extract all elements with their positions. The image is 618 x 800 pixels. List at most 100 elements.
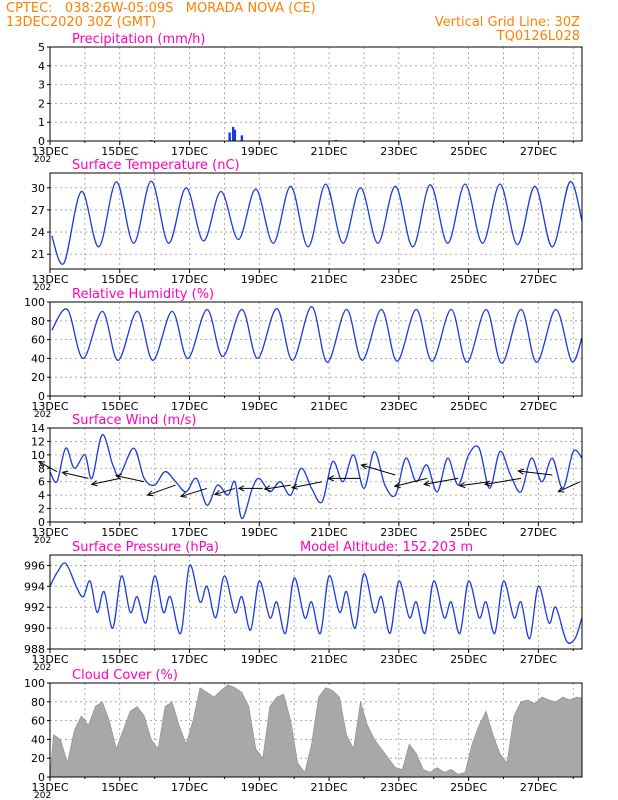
wind-arrow-head [213,490,221,496]
x-tick-label: 23DEC [380,653,417,666]
wind-arrow-shaft [180,487,208,497]
y-tick-label: 30 [31,182,45,195]
wind-arrow-head [290,483,299,490]
x-year-label-clipped: 202 [34,663,51,673]
x-tick-label: 25DEC [450,145,487,158]
wind-arrow-head [557,486,565,493]
x-tick-label: 19DEC [241,653,278,666]
pressure-series-line [49,562,583,644]
y-tick-label: 0 [38,516,45,529]
wind-arrow-shaft [264,484,291,490]
wind-arrow-shaft [518,470,553,476]
wind-arrow-shaft [361,464,396,476]
panel-rh: 0 20 40 60 80 100 13DEC 15DEC 17DEC 19DEC 21DEC 23D… [24,287,583,420]
x-tick-label: 15DEC [101,653,138,666]
panel-frame [49,554,583,650]
panel-pressure: 988 990 992 994 996 13DEC 15DEC 17DEC 19DEC 21DEC… [24,540,583,673]
x-tick-label: 25DEC [450,400,487,413]
x-tick-label: 21DEC [311,400,348,413]
wind-arrow [115,473,145,483]
y-tick-label: 0 [38,390,45,403]
x-year-label-clipped: 202 [34,536,51,546]
header-line1-left: CPTEC: 038:26W-05:09S MORADA NOVA (CE) [6,1,316,16]
x-tick-label: 27DEC [520,526,557,539]
x-year-label-clipped: 202 [34,155,51,165]
precip-bar [231,126,235,141]
wind-arrow [393,477,427,489]
y-tick-label: 100 [24,296,45,309]
y-tick-label: 60 [31,715,45,728]
wind-arrow-shaft [394,477,427,487]
x-tick-label: 25DEC [450,273,487,286]
wind-arrow-shaft [558,481,581,493]
wind-arrow-head [517,468,525,475]
panel-precip: 0 1 2 3 4 5 13DEC 15DEC 17DEC 19DEC 21DEC 23DEC 25DE… [31,32,583,165]
wind-arrow-shaft [91,477,120,485]
x-tick-label: 13DEC [31,781,68,794]
rh-series-line [51,306,583,364]
x-tick-label: 25DEC [450,653,487,666]
rh-title: Relative Humidity (%) [72,287,214,302]
y-tick-label: 4 [38,489,45,502]
y-tick-label: 3 [38,79,45,92]
wind-arrow [327,475,361,482]
y-tick-label: 994 [24,580,45,593]
wind-arrow [61,470,89,479]
x-tick-label: 19DEC [241,526,278,539]
wind-arrow-head [263,485,271,492]
y-tick-label: 992 [24,601,45,614]
x-tick-label: 15DEC [101,400,138,413]
pressure-title: Surface Pressure (hPa) [72,540,219,555]
y-tick-label: 5 [38,41,45,54]
wind-arrow-head [483,480,491,487]
x-tick-label: 27DEC [520,145,557,158]
x-tick-label: 15DEC [101,145,138,158]
y-tick-label: 80 [31,696,45,709]
x-tick-label: 21DEC [311,653,348,666]
y-tick-label: 27 [31,204,45,217]
panel-frame [49,682,583,778]
wind-arrow-head [360,463,368,470]
x-tick-label: 13DEC [31,400,68,413]
x-year-label-clipped: 202 [34,283,51,293]
y-tick-label: 40 [31,352,45,365]
wind-arrow-head [327,475,335,482]
x-tick-label: 27DEC [520,781,557,794]
wind-arrow-head [37,461,46,467]
temp-series-line [51,180,583,265]
y-tick-label: 2 [38,97,45,110]
pressure-subtitle: Model Altitude: 152.203 m [300,540,473,555]
y-tick-label: 20 [31,752,45,765]
wind-arrow [179,487,208,498]
x-tick-label: 13DEC [31,653,68,666]
y-tick-label: 60 [31,334,45,347]
y-tick-label: 100 [24,677,45,690]
wind-arrow [263,484,291,492]
wind-arrow-head [458,481,466,489]
y-tick-label: 990 [24,622,45,635]
wind-arrow [213,487,236,496]
x-tick-label: 15DEC [101,781,138,794]
precip-bar [233,129,237,141]
precip-bar [228,132,231,141]
wind-arrow-shaft [38,461,58,473]
wind-arrow-shaft [484,477,522,485]
x-tick-label: 17DEC [171,145,208,158]
y-tick-label: 12 [31,435,45,448]
x-tick-label: 27DEC [520,273,557,286]
x-tick-label: 25DEC [450,781,487,794]
wind-arrow-head [237,485,245,492]
y-tick-label: 1 [38,116,45,129]
header-line2-right: TQ0126L028 [496,29,580,44]
panel-frame [49,46,583,142]
y-tick-label: 6 [38,476,45,489]
y-tick-label: 996 [24,559,45,572]
panel-temp: 21 24 27 30 13DEC 15DEC 17DEC 19DEC 21DEC 23DEC 25… [31,158,583,293]
x-tick-label: 13DEC [31,273,68,286]
y-tick-label: 0 [38,771,45,784]
x-tick-label: 17DEC [171,273,208,286]
x-tick-label: 23DEC [380,526,417,539]
y-tick-label: 20 [31,371,45,384]
